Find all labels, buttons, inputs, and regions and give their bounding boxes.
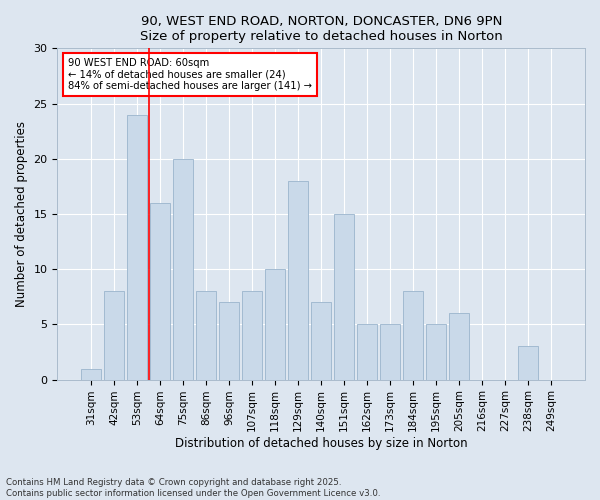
Text: 90 WEST END ROAD: 60sqm
← 14% of detached houses are smaller (24)
84% of semi-de: 90 WEST END ROAD: 60sqm ← 14% of detache… (68, 58, 312, 92)
Bar (242, 292, 262, 380)
Bar (265, 269, 285, 380)
Bar (82, 368, 101, 380)
Title: 90, WEST END ROAD, NORTON, DONCASTER, DN6 9PN
Size of property relative to detac: 90, WEST END ROAD, NORTON, DONCASTER, DN… (140, 15, 503, 43)
Bar (127, 114, 147, 380)
Bar (403, 292, 423, 380)
Bar (334, 214, 354, 380)
Bar (311, 302, 331, 380)
Bar (380, 324, 400, 380)
Bar (196, 292, 216, 380)
Bar (220, 302, 239, 380)
Bar (173, 159, 193, 380)
Bar (449, 314, 469, 380)
Bar (289, 181, 308, 380)
Bar (427, 324, 446, 380)
Y-axis label: Number of detached properties: Number of detached properties (15, 121, 28, 307)
Bar (518, 346, 538, 380)
X-axis label: Distribution of detached houses by size in Norton: Distribution of detached houses by size … (175, 437, 467, 450)
Bar (358, 324, 377, 380)
Text: Contains HM Land Registry data © Crown copyright and database right 2025.
Contai: Contains HM Land Registry data © Crown c… (6, 478, 380, 498)
Bar (151, 203, 170, 380)
Bar (104, 292, 124, 380)
